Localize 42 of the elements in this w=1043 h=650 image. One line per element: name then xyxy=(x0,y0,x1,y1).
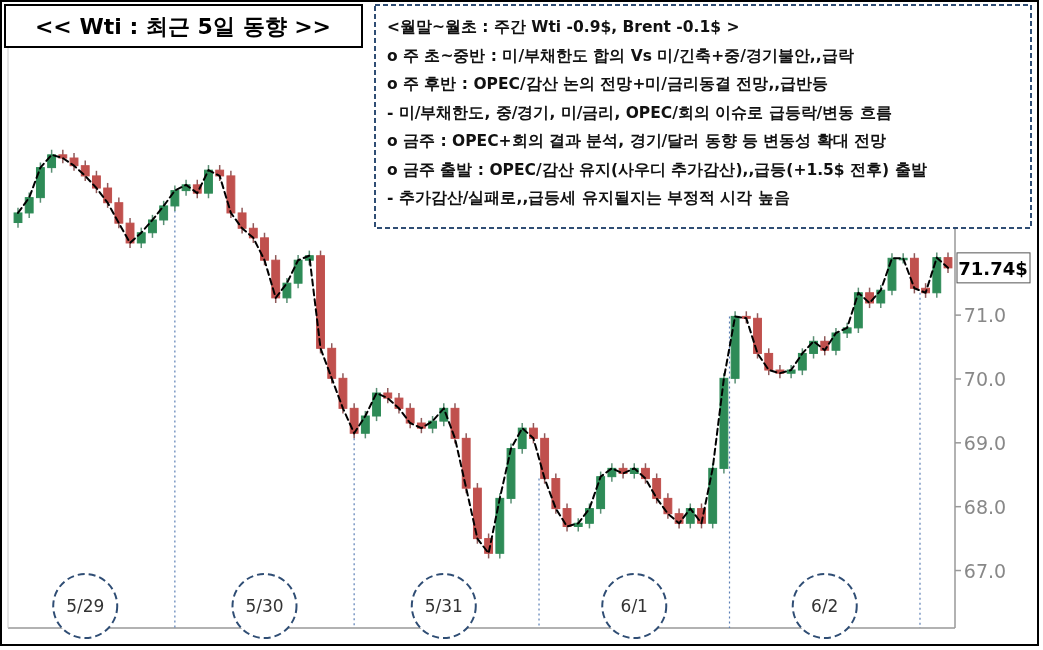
candlestick xyxy=(293,254,303,290)
annotation: o 금주 : OPEC+회의 결과 분석, 경기/달러 동향 등 변동성 확대 전망 xyxy=(387,132,887,151)
candlestick xyxy=(394,392,404,415)
candlestick xyxy=(260,231,269,267)
candlestick xyxy=(585,502,594,530)
candlestick xyxy=(282,277,292,304)
candlestick xyxy=(764,347,774,376)
annotation: o 금주 출발 : OPEC/감산 유지(사우디 추가감산),,급등(+1.5$ 전후) 출발 xyxy=(387,160,927,179)
candlestick xyxy=(13,207,23,229)
x-tick-label: 6/2 xyxy=(811,596,839,616)
annotation: o 주 초~중반 : 미/부채한도 합의 Vs 미/긴축+중/경기불안,,급락 xyxy=(387,46,854,65)
candlestick xyxy=(663,492,673,520)
candlestick xyxy=(831,327,841,357)
candlestick xyxy=(114,196,124,230)
candlestick xyxy=(797,347,807,376)
x-tick-label: 5/29 xyxy=(66,596,105,616)
candlestick xyxy=(204,164,213,200)
candlestick xyxy=(372,387,381,422)
x-tick-label: 5/31 xyxy=(424,596,463,616)
candlestick xyxy=(24,191,34,219)
y-tick-label: 69.0 xyxy=(963,431,1007,454)
annotation: <월말~월초 : 주간 Wti -0.9$, Brent -0.1$ > xyxy=(387,18,740,36)
candlestick xyxy=(103,182,113,209)
x-tick-label: 5/30 xyxy=(245,596,284,616)
x-tick-label: 6/1 xyxy=(620,596,648,616)
chart-title: << Wti : 최근 5일 동향 >> xyxy=(34,14,332,39)
y-tick-label: 70.0 xyxy=(963,367,1007,390)
candlestick xyxy=(170,184,180,212)
candlestick xyxy=(562,502,572,533)
annotation: - 추가감산/실패로,,급등세 유지될지는 부정적 시각 높음 xyxy=(387,189,790,208)
candlestick xyxy=(237,207,247,235)
annotation: o 주 후반 : OPEC/감산 논의 전망+미/금리동결 전망,,급반등 xyxy=(387,75,829,94)
candlestick xyxy=(159,200,169,226)
y-tick-label: 67.0 xyxy=(963,559,1007,582)
y-tick-label: 68.0 xyxy=(963,495,1007,518)
candlestick xyxy=(405,402,415,429)
candlestick xyxy=(943,251,953,274)
annotation: - 미/부채한도, 중/경기, 미/금리, OPEC/회의 이슈로 급등락/변동 흐름 xyxy=(387,103,892,122)
candlestick xyxy=(652,472,662,505)
y-tick-label: 71.0 xyxy=(963,304,1007,327)
candlestick xyxy=(80,159,90,182)
candlestick xyxy=(360,410,370,440)
